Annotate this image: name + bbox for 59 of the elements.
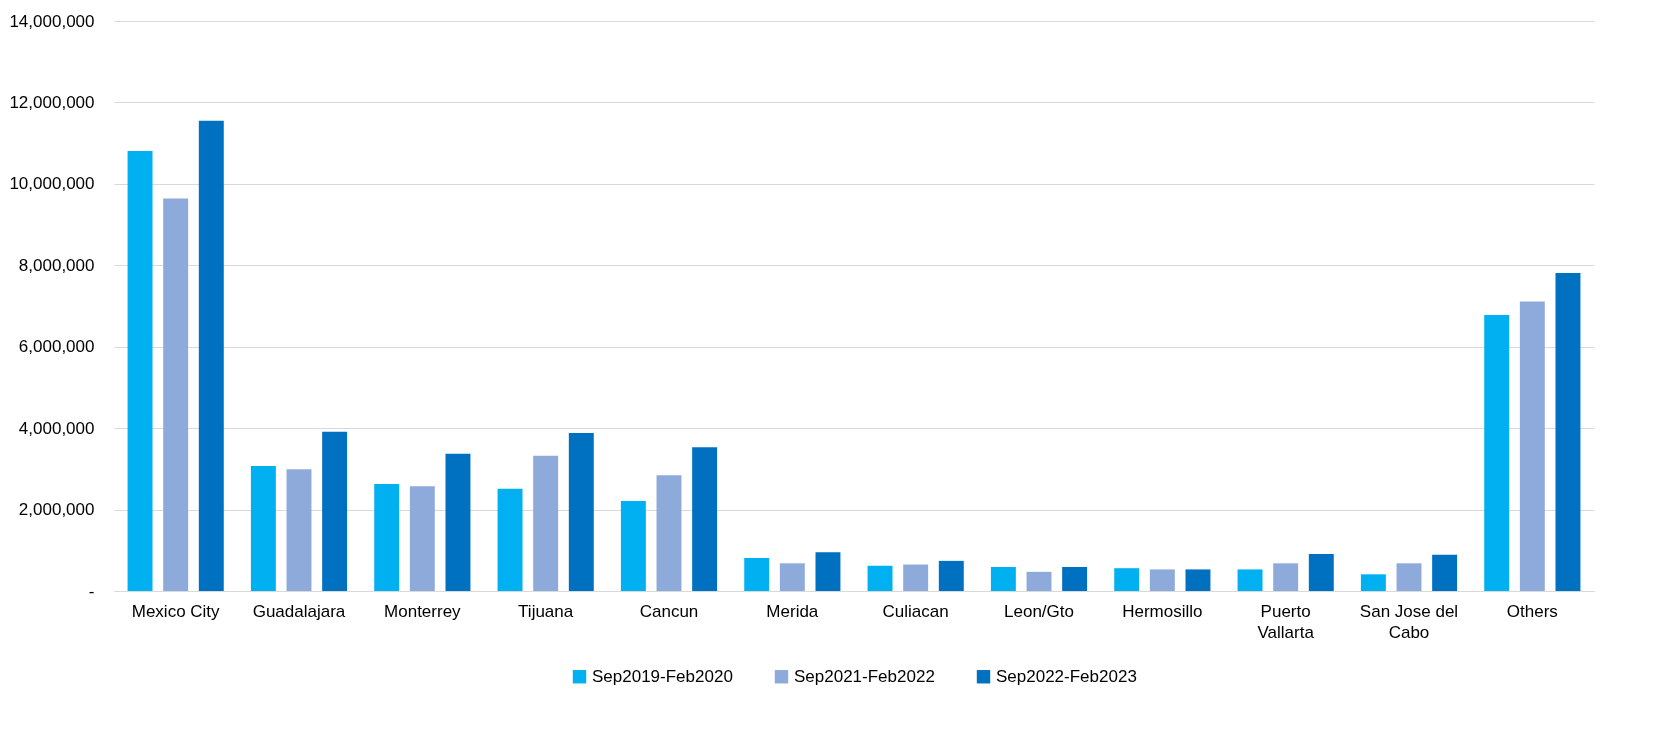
bar — [903, 564, 929, 591]
bar — [322, 431, 348, 591]
x-tick-label: Monterrey — [384, 601, 462, 621]
bar — [445, 453, 471, 591]
bar — [1308, 553, 1334, 591]
bar — [568, 433, 594, 591]
bar — [815, 552, 841, 591]
bar — [1062, 566, 1088, 591]
bar — [779, 563, 805, 591]
bar — [1273, 563, 1299, 591]
bar — [692, 447, 718, 591]
y-tick-label: 10,000,000 — [9, 174, 95, 194]
bar — [620, 501, 646, 591]
bar — [1114, 568, 1140, 591]
x-tick-label: Others — [1506, 601, 1558, 621]
bar — [163, 198, 189, 591]
bar — [127, 150, 153, 591]
x-tick-label: Leon/Gto — [1004, 601, 1074, 621]
bar — [1360, 574, 1386, 591]
x-tick-label: Culiacan — [882, 601, 949, 621]
bar — [1432, 554, 1458, 591]
bar — [1396, 563, 1422, 591]
bar — [867, 565, 893, 591]
x-tick-label: Guadalajara — [252, 601, 346, 621]
bar — [286, 469, 312, 591]
y-tick-label: 8,000,000 — [18, 255, 95, 275]
x-tick-label: Cancun — [639, 601, 699, 621]
bar — [990, 566, 1016, 591]
y-tick-label: 12,000,000 — [9, 92, 95, 112]
legend-label: Sep2019-Feb2020 — [592, 666, 733, 686]
y-tick-label: 6,000,000 — [18, 337, 95, 357]
x-tick-label: Hermosillo — [1122, 601, 1203, 621]
bar — [1026, 571, 1052, 591]
bar — [1185, 569, 1211, 591]
bar — [656, 475, 682, 591]
y-tick-label: 4,000,000 — [18, 418, 95, 438]
bar — [374, 483, 400, 591]
bar — [744, 558, 770, 591]
bar — [409, 486, 435, 591]
bar — [1237, 569, 1263, 591]
bar — [533, 455, 559, 591]
bar — [198, 120, 224, 591]
x-tick-label: Merida — [766, 601, 819, 621]
x-tick-label: Mexico City — [131, 601, 221, 621]
bar — [938, 560, 964, 591]
x-tick-label: Puerto Vallarta — [1257, 601, 1315, 642]
x-tick-label: San Jose del Cabo — [1359, 601, 1459, 642]
bar — [250, 466, 276, 591]
bar — [497, 488, 523, 591]
bar — [1484, 314, 1510, 591]
bar — [1519, 301, 1545, 591]
bar — [1149, 569, 1175, 591]
y-tick-label: 14,000,000 — [9, 11, 95, 31]
legend-label: Sep2021-Feb2022 — [794, 666, 935, 686]
bar — [1555, 273, 1581, 591]
y-tick-label: 2,000,000 — [18, 500, 95, 520]
legend-label: Sep2022-Feb2023 — [996, 666, 1137, 686]
y-tick-label: - — [88, 581, 95, 601]
x-tick-label: Tijuana — [518, 601, 574, 621]
